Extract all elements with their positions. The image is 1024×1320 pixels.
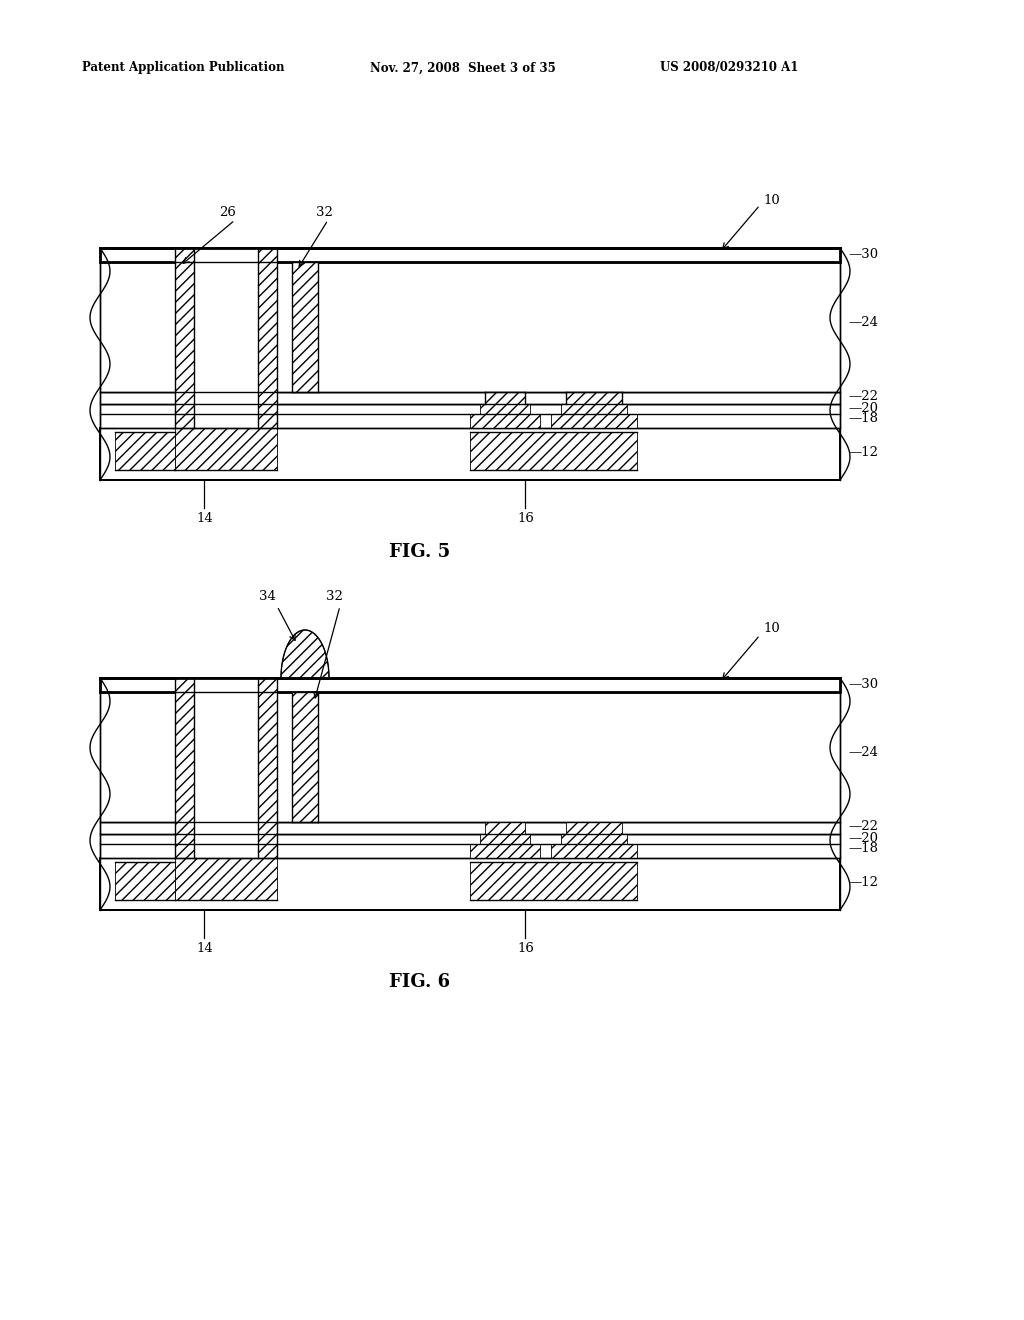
Bar bbox=[561, 834, 627, 843]
Bar bbox=[561, 404, 627, 414]
Text: 14: 14 bbox=[196, 941, 213, 954]
Bar bbox=[175, 248, 194, 428]
Text: —20: —20 bbox=[848, 832, 878, 845]
Text: —12: —12 bbox=[848, 875, 878, 888]
Text: FIG. 5: FIG. 5 bbox=[389, 543, 451, 561]
Bar bbox=[470, 432, 637, 470]
Bar bbox=[258, 248, 278, 428]
Text: 14: 14 bbox=[196, 511, 213, 524]
Text: —22: —22 bbox=[848, 389, 878, 403]
Bar bbox=[100, 822, 840, 834]
Bar bbox=[100, 248, 840, 480]
Bar bbox=[175, 678, 194, 858]
Bar bbox=[175, 428, 278, 470]
Text: —30: —30 bbox=[848, 678, 879, 692]
Bar bbox=[485, 392, 525, 404]
Bar bbox=[115, 432, 175, 470]
Bar bbox=[100, 692, 840, 822]
Bar bbox=[485, 822, 525, 834]
Bar bbox=[551, 414, 637, 428]
Text: —24: —24 bbox=[848, 746, 878, 759]
Text: —30: —30 bbox=[848, 248, 879, 261]
Text: 10: 10 bbox=[763, 622, 779, 635]
Bar bbox=[480, 834, 530, 843]
Text: 26: 26 bbox=[219, 206, 236, 219]
Bar bbox=[100, 678, 840, 692]
Text: FIG. 6: FIG. 6 bbox=[389, 973, 451, 991]
Bar bbox=[480, 404, 530, 414]
Text: 10: 10 bbox=[763, 194, 779, 206]
Bar bbox=[100, 834, 840, 858]
Bar bbox=[100, 392, 840, 404]
Bar bbox=[100, 678, 840, 909]
Text: —24: —24 bbox=[848, 315, 878, 329]
Text: 16: 16 bbox=[517, 511, 534, 524]
Bar bbox=[100, 858, 840, 909]
Bar bbox=[258, 678, 278, 858]
Bar bbox=[175, 858, 278, 900]
Bar bbox=[566, 822, 622, 834]
Text: 32: 32 bbox=[316, 206, 333, 219]
Text: —12: —12 bbox=[848, 446, 878, 458]
Bar bbox=[470, 862, 637, 900]
Bar bbox=[194, 678, 258, 858]
Bar bbox=[100, 248, 840, 261]
Text: —20: —20 bbox=[848, 401, 878, 414]
Bar bbox=[292, 692, 318, 822]
Text: —18: —18 bbox=[848, 842, 878, 854]
Bar bbox=[115, 862, 175, 900]
Bar bbox=[470, 843, 540, 858]
Text: 34: 34 bbox=[259, 590, 275, 602]
Text: Patent Application Publication: Patent Application Publication bbox=[82, 62, 285, 74]
Bar bbox=[470, 414, 540, 428]
Bar bbox=[100, 404, 840, 428]
Text: —18: —18 bbox=[848, 412, 878, 425]
Text: —22: —22 bbox=[848, 820, 878, 833]
Bar bbox=[100, 428, 840, 480]
Text: Nov. 27, 2008  Sheet 3 of 35: Nov. 27, 2008 Sheet 3 of 35 bbox=[370, 62, 556, 74]
Bar bbox=[292, 261, 318, 392]
Bar bbox=[194, 248, 258, 428]
Bar bbox=[100, 261, 840, 392]
Text: 32: 32 bbox=[326, 590, 343, 602]
Text: 16: 16 bbox=[517, 941, 534, 954]
Text: US 2008/0293210 A1: US 2008/0293210 A1 bbox=[660, 62, 799, 74]
Bar bbox=[551, 843, 637, 858]
Bar bbox=[566, 392, 622, 404]
